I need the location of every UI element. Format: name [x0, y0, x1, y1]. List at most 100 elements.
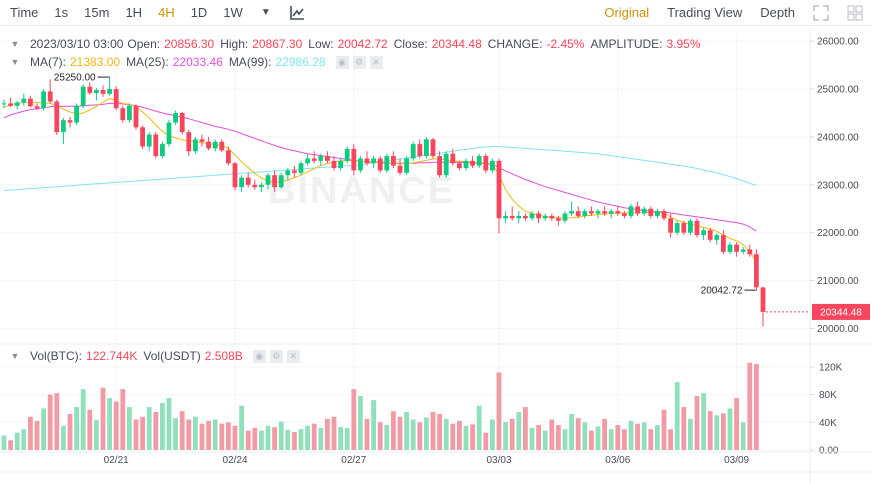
vol-collapse-arrow-icon[interactable]: ▼: [10, 351, 20, 361]
volume-bar: [100, 387, 106, 450]
candle-body: [199, 139, 205, 142]
candle-body: [569, 211, 574, 214]
volume-bar: [391, 411, 396, 450]
volume-bars: [1, 362, 759, 450]
candle-body: [14, 102, 20, 106]
candle-body: [503, 215, 508, 219]
volume-bar: [54, 393, 60, 450]
vol-btc-label: Vol(BTC):: [30, 349, 83, 363]
interval-time[interactable]: Time: [10, 5, 39, 20]
candle-body: [760, 287, 766, 312]
view-original[interactable]: Original: [604, 5, 650, 20]
interval-15m[interactable]: 15m: [84, 5, 110, 20]
ma-settings-icon[interactable]: ⚙: [352, 55, 366, 69]
candle-body: [424, 139, 429, 157]
volume-bar: [344, 427, 350, 450]
volume-bar: [516, 411, 522, 450]
volume-bar: [404, 411, 409, 450]
ma-collapse-arrow-icon[interactable]: ▼: [10, 57, 20, 67]
price-tick-label: 23000.00: [817, 180, 859, 191]
candle-body: [384, 156, 390, 171]
candle-body: [450, 153, 456, 164]
volume-bar: [476, 405, 482, 450]
candle-body: [113, 89, 119, 109]
interval-4h[interactable]: 4H: [158, 5, 175, 20]
volume-bar: [226, 422, 231, 450]
volume-bar: [311, 423, 317, 450]
volume-bar: [681, 407, 687, 450]
candle-body: [212, 141, 218, 149]
layout-grid-icon[interactable]: [847, 5, 863, 21]
volume-bar: [536, 425, 541, 450]
candle-body: [529, 213, 535, 219]
candle-body: [344, 148, 350, 161]
candle-body: [305, 158, 310, 164]
candle-body: [523, 215, 528, 219]
view-depth[interactable]: Depth: [760, 5, 795, 20]
interval-1d[interactable]: 1D: [190, 5, 208, 20]
collapse-arrow-icon[interactable]: ▼: [10, 39, 20, 49]
volume-bar: [80, 389, 86, 450]
volume-tick-label: 40K: [819, 418, 837, 429]
volume-bar: [1, 435, 7, 450]
max-annotation-label: 25250.00: [54, 73, 96, 84]
time-tick-label: 03/09: [724, 455, 749, 466]
interval-dropdown-icon[interactable]: ▼: [260, 7, 271, 18]
ma7-value: 21383.00: [70, 55, 121, 69]
volume-bar: [410, 419, 416, 450]
vol-settings-icon[interactable]: ⚙: [269, 349, 283, 363]
volume-bar: [727, 408, 733, 450]
volume-bar: [542, 430, 548, 450]
interval-1s[interactable]: 1s: [54, 5, 69, 20]
low-value: 20042.72: [337, 37, 388, 51]
candle-body: [272, 175, 277, 188]
candle-body: [641, 208, 647, 214]
candle-body: [635, 206, 640, 214]
min-annotation-label: 20042.72: [701, 286, 743, 297]
interval-1h[interactable]: 1H: [125, 5, 143, 20]
candle-body: [193, 139, 198, 152]
volume-bar: [206, 420, 211, 450]
volume-bar: [61, 425, 66, 450]
vol-close-icon[interactable]: ✕: [286, 349, 300, 363]
candles: [1, 77, 766, 327]
volume-bar: [34, 420, 40, 450]
candle-body: [377, 158, 383, 171]
volume-bar: [166, 398, 172, 450]
chart-type-icon[interactable]: [281, 5, 313, 21]
candle-body: [457, 163, 462, 169]
volume-bar: [318, 427, 324, 450]
candle-body: [245, 177, 251, 185]
volume-bar: [589, 430, 594, 450]
view-trading-view[interactable]: Trading View: [667, 5, 743, 20]
close-value: 20344.48: [431, 37, 482, 51]
candle-body: [179, 112, 185, 133]
volume-bar: [688, 418, 693, 450]
ma-close-icon[interactable]: ✕: [369, 55, 383, 69]
candle-body: [681, 223, 687, 233]
candle-body: [21, 98, 27, 103]
vol-hide-icon[interactable]: ◉: [252, 349, 266, 363]
ma-hide-icon[interactable]: ◉: [335, 55, 349, 69]
axes: 26000.00 25000.00 24000.00 23000.00 22000.00…: [0, 28, 872, 484]
candle-body: [41, 91, 46, 109]
volume-bar: [186, 419, 192, 450]
volume-bar: [47, 394, 53, 450]
volume-bar: [424, 417, 429, 450]
volume-bar: [278, 421, 284, 450]
volume-bar: [219, 423, 225, 450]
volume-bar: [107, 398, 112, 450]
volume-bar: [358, 396, 363, 450]
fullscreen-icon[interactable]: [813, 4, 829, 21]
amplitude-value: 3.95%: [666, 37, 701, 51]
volume-bar: [714, 415, 720, 450]
candle-body: [602, 211, 607, 214]
interval-1w[interactable]: 1W: [223, 5, 243, 20]
volume-bar: [179, 411, 185, 450]
ma99-label: MA(99):: [228, 55, 272, 69]
last-price-label: 20344.48: [820, 307, 862, 318]
candle-body: [509, 215, 515, 219]
volume-bar: [74, 407, 79, 450]
volume-bar: [146, 407, 152, 450]
